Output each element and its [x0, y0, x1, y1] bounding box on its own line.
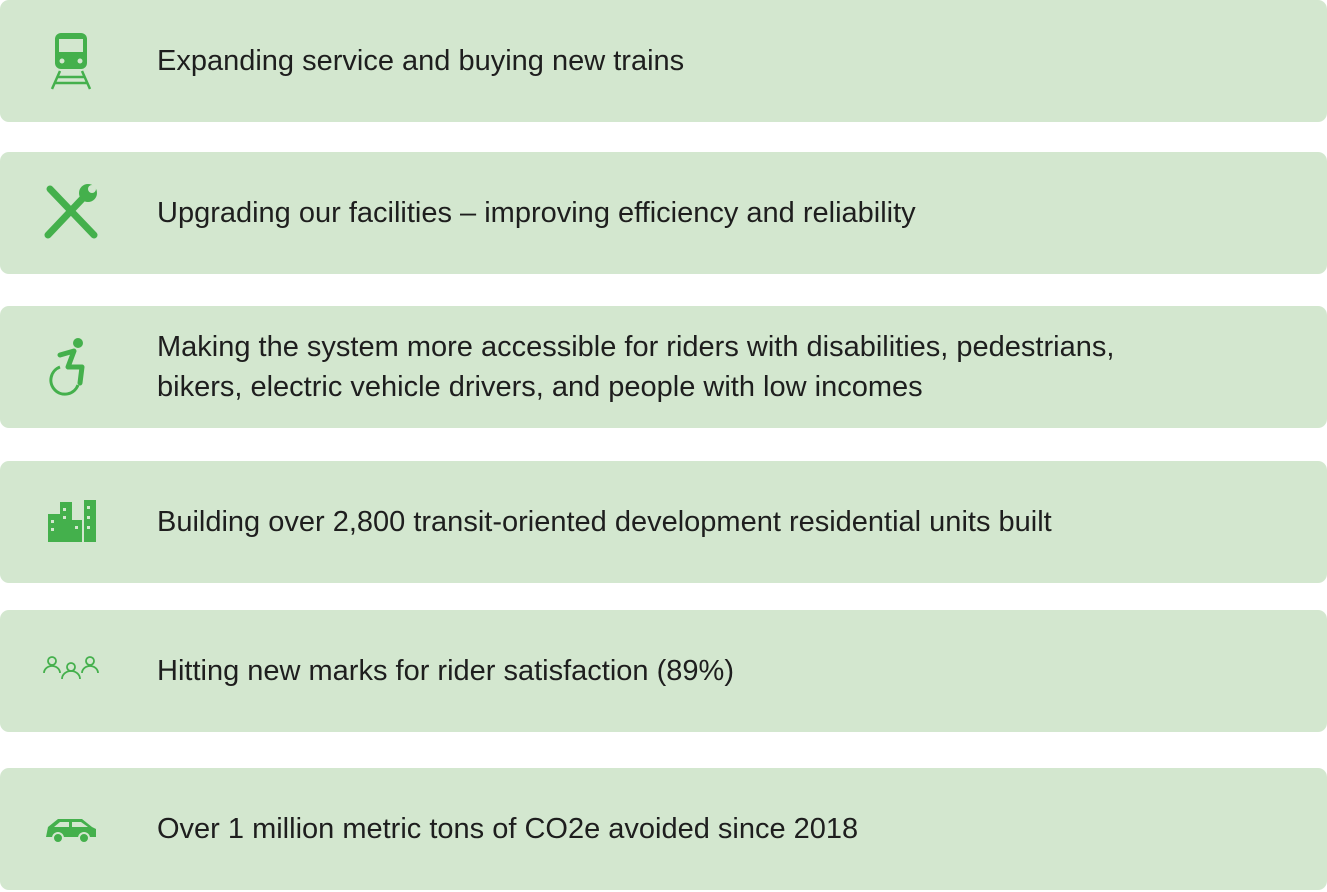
buildings-icon: [48, 500, 96, 542]
item-row: Building over 2,800 transit-oriented dev…: [0, 461, 1327, 583]
item-row: Making the system more accessible for ri…: [0, 306, 1327, 428]
people-icon: [43, 656, 99, 680]
tools-icon: [44, 184, 98, 239]
item-row: Over 1 million metric tons of CO2e avoid…: [0, 768, 1327, 890]
train-icon: [50, 33, 92, 90]
text-line: Hitting new marks for rider satisfaction…: [157, 655, 734, 687]
text-line: Building over 2,800 transit-oriented dev…: [157, 506, 1052, 538]
text-line: Upgrading our facilities – improving eff…: [157, 197, 916, 229]
car-icon: [46, 819, 96, 844]
item-text: Building over 2,800 transit-oriented dev…: [157, 461, 1052, 583]
text-line: Making the system more accessible for ri…: [157, 331, 1115, 363]
item-row: Upgrading our facilities – improving eff…: [0, 152, 1327, 274]
text-line: Over 1 million metric tons of CO2e avoid…: [157, 813, 859, 845]
item-text: Hitting new marks for rider satisfaction…: [157, 610, 734, 732]
item-row: Hitting new marks for rider satisfaction…: [0, 610, 1327, 732]
item-row: Expanding service and buying new trains: [0, 0, 1327, 122]
accessibility-icon: [49, 338, 85, 396]
item-text: Upgrading our facilities – improving eff…: [157, 152, 916, 274]
item-text: Making the system more accessible for ri…: [157, 306, 1114, 428]
text-line: Expanding service and buying new trains: [157, 45, 685, 77]
item-text: Expanding service and buying new trains: [157, 0, 684, 122]
item-text: Over 1 million metric tons of CO2e avoid…: [157, 768, 858, 890]
text-line: bikers, electric vehicle drivers, and pe…: [157, 371, 923, 403]
